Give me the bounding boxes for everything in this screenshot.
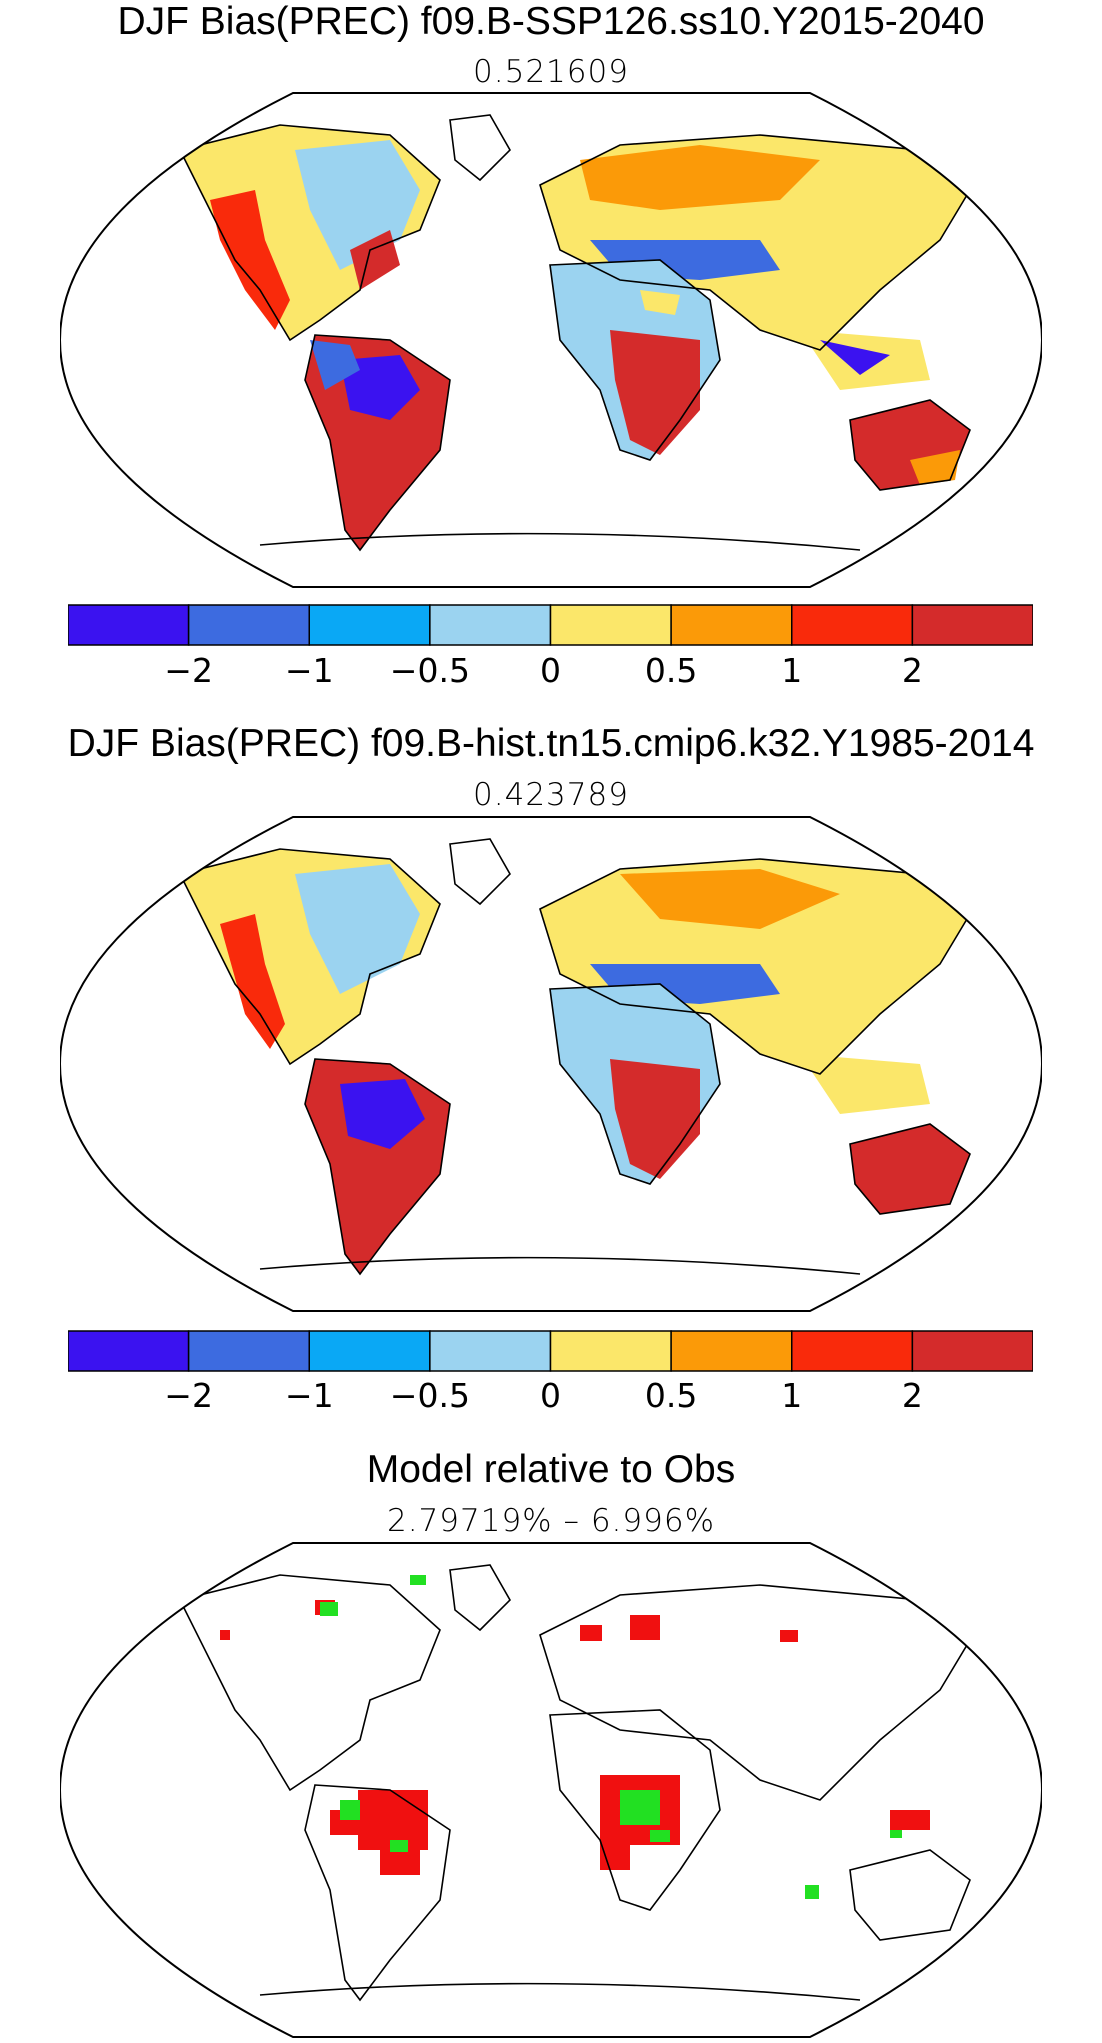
colorbar-tick-label: −0.5 — [389, 651, 470, 690]
colorbar-2 — [68, 1330, 1033, 1372]
colorbar-2-segment — [68, 1330, 190, 1372]
panel-1-subtitle: 0.521609 — [473, 54, 629, 90]
colorbar-tick-label: 2 — [901, 651, 923, 690]
colorbar-1-segment — [549, 604, 672, 646]
colorbar-1-segment — [911, 604, 1033, 646]
colorbar-tick-label: −2 — [164, 1376, 213, 1415]
map-panel-2 — [60, 816, 1042, 1312]
panel-3-subtitle: 2.79719% – 6.996% — [386, 1503, 716, 1539]
colorbar-tick-label: 1 — [781, 651, 803, 690]
colorbar-1-segment — [429, 604, 552, 646]
colorbar-2-segment — [670, 1330, 793, 1372]
colorbar-2-segment — [791, 1330, 914, 1372]
colorbar-1 — [68, 604, 1033, 646]
colorbar-2-segment — [308, 1330, 431, 1372]
colorbar-tick-label: 0.5 — [644, 1376, 698, 1415]
map-panel-3 — [60, 1542, 1042, 2038]
colorbar-2-segment — [187, 1330, 310, 1372]
colorbar-tick-label: 0.5 — [644, 651, 698, 690]
colorbar-tick-label: −2 — [164, 651, 213, 690]
map-panel-1 — [60, 92, 1042, 588]
colorbar-1-segment — [187, 604, 310, 646]
colorbar-tick-label: 0 — [540, 1376, 561, 1415]
panel-2-title: DJF Bias(PREC) f09.B-hist.tn15.cmip6.k32… — [67, 722, 1035, 765]
colorbar-2-segment — [549, 1330, 672, 1372]
colorbar-tick-label: 1 — [781, 1376, 803, 1415]
colorbar-2-segment — [429, 1330, 552, 1372]
colorbar-1-ticks: −2 −1 −0.5 0 0.5 1 2 — [0, 651, 1102, 691]
colorbar-tick-label: −1 — [284, 651, 334, 690]
colorbar-1-segment — [68, 604, 190, 646]
colorbar-2-ticks: −2 −1 −0.5 0 0.5 1 2 — [0, 1376, 1102, 1416]
colorbar-tick-label: 0 — [540, 651, 561, 690]
panel-3-title: Model relative to Obs — [366, 1448, 736, 1491]
map-border — [60, 92, 1042, 588]
panel-1-title: DJF Bias(PREC) f09.B-SSP126.ss10.Y2015-2… — [117, 0, 985, 43]
colorbar-tick-label: 2 — [901, 1376, 923, 1415]
colorbar-tick-label: −1 — [284, 1376, 334, 1415]
colorbar-1-segment — [308, 604, 431, 646]
colorbar-1-segment — [791, 604, 914, 646]
panel-2-subtitle: 0.423789 — [473, 777, 629, 813]
colorbar-1-segment — [670, 604, 793, 646]
colorbar-tick-label: −0.5 — [389, 1376, 470, 1415]
colorbar-2-segment — [911, 1330, 1033, 1372]
